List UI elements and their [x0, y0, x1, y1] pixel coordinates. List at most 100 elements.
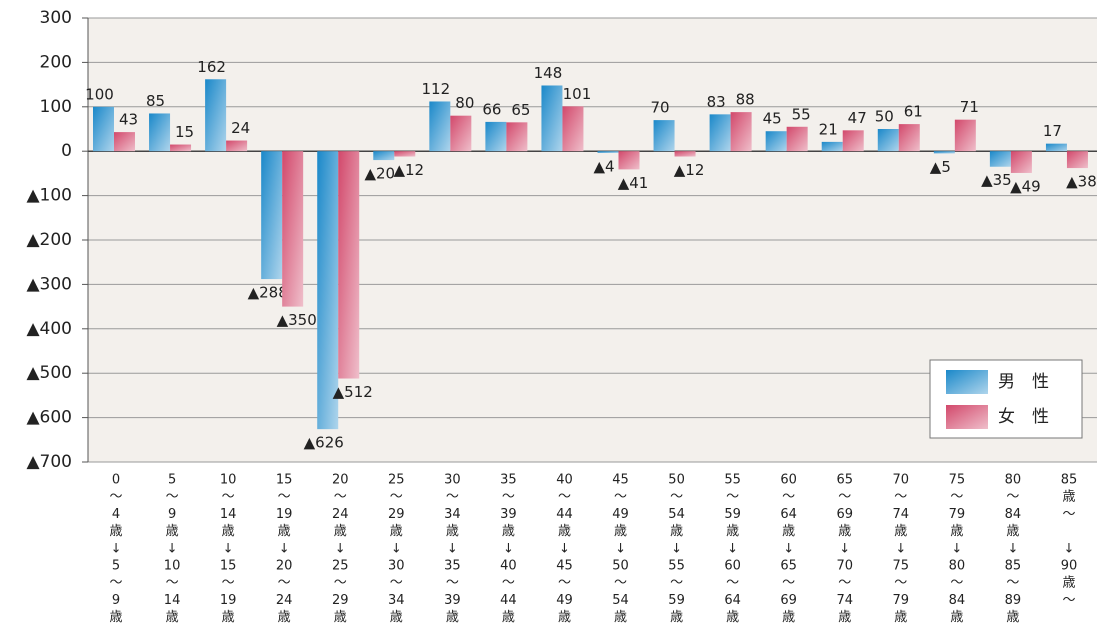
bar: [485, 121, 507, 152]
x-tick-label: 歳: [390, 524, 403, 539]
y-tick-label: ▲500: [26, 363, 72, 383]
x-tick-label: ～: [110, 490, 123, 505]
x-tick-label: 60: [780, 473, 797, 488]
x-tick-label: 歳: [166, 524, 179, 539]
x-tick-label: 44: [556, 507, 573, 522]
x-tick-label: ～: [390, 490, 403, 505]
legend: 男 性女 性: [929, 359, 1083, 439]
bar: [709, 114, 731, 152]
x-tick-label: 54: [668, 507, 685, 522]
data-label: 88: [736, 91, 755, 109]
x-tick-label: 歳: [110, 610, 123, 625]
x-tick-label: ～: [726, 576, 739, 591]
bar: [226, 140, 248, 152]
x-tick-label: 55: [668, 559, 685, 574]
bar: [674, 151, 696, 157]
data-label: ▲626: [304, 434, 344, 452]
x-tick-label: 歳: [1006, 610, 1019, 625]
x-tick-label: 30: [444, 473, 461, 488]
x-tick-label: ↓: [559, 541, 570, 556]
x-tick-label: 歳: [558, 524, 571, 539]
x-tick-label: 5: [168, 473, 176, 488]
x-tick-label: 59: [724, 507, 741, 522]
x-tick-label: 89: [1005, 593, 1022, 608]
x-tick-label: ～: [334, 576, 347, 591]
x-tick-label: 85: [1005, 559, 1022, 574]
x-tick-label: 歳: [222, 610, 235, 625]
bar: [317, 151, 339, 430]
bar: [394, 151, 416, 157]
x-tick-label: ↓: [1007, 541, 1018, 556]
data-label: 65: [511, 101, 530, 119]
x-tick-label: 29: [388, 507, 405, 522]
data-label: 71: [960, 98, 979, 116]
x-tick-label: 80: [949, 559, 966, 574]
legend-swatch: [946, 405, 988, 429]
x-tick-label: ～: [950, 576, 963, 591]
x-tick-label: ～: [894, 576, 907, 591]
x-tick-label: ～: [782, 490, 795, 505]
x-tick-label: 歳: [670, 524, 683, 539]
x-tick-label: ～: [1006, 576, 1019, 591]
x-tick-label: 39: [444, 593, 461, 608]
x-tick-label: 45: [612, 473, 629, 488]
data-label: ▲35: [981, 171, 1012, 189]
x-tick-label: ↓: [111, 541, 122, 556]
x-tick-label: 4: [112, 507, 120, 522]
x-tick-label: ↓: [839, 541, 850, 556]
x-tick-label: 歳: [334, 610, 347, 625]
x-tick-label: 歳: [502, 610, 515, 625]
bar: [933, 151, 955, 154]
bar: [989, 151, 1011, 167]
data-label: ▲512: [333, 383, 373, 401]
x-tick-label: 24: [276, 593, 293, 608]
x-tick-label: ↓: [951, 541, 962, 556]
x-tick-label: 10: [220, 473, 237, 488]
x-tick-label: ～: [558, 490, 571, 505]
x-tick-label: 歳: [782, 524, 795, 539]
bar: [338, 151, 360, 379]
x-tick-label: 65: [836, 473, 853, 488]
y-tick-label: ▲700: [26, 452, 72, 472]
x-tick-label: 74: [836, 593, 853, 608]
legend-label: 男 性: [998, 372, 1049, 392]
data-label: ▲5: [930, 158, 951, 176]
bar: [842, 130, 864, 152]
x-tick-label: 55: [724, 473, 741, 488]
x-tick-label: 歳: [726, 610, 739, 625]
x-tick-label: ～: [894, 490, 907, 505]
x-tick-label: 59: [668, 593, 685, 608]
data-label: 85: [146, 92, 165, 110]
data-label: ▲350: [277, 311, 317, 329]
bar: [373, 151, 395, 161]
x-tick-label: 90: [1061, 559, 1078, 574]
x-tick-label: 40: [556, 473, 573, 488]
data-label: 148: [534, 64, 563, 82]
x-tick-label: 34: [388, 593, 405, 608]
x-tick-label: ↓: [447, 541, 458, 556]
x-tick-label: 歳: [894, 610, 907, 625]
y-tick-label: ▲300: [26, 274, 72, 294]
x-tick-label: 14: [164, 593, 181, 608]
x-tick-label: 79: [893, 593, 910, 608]
x-tick-label: 歳: [558, 610, 571, 625]
x-tick-label: 30: [388, 559, 405, 574]
legend-swatch: [946, 370, 988, 394]
x-tick-label: 歳: [614, 524, 627, 539]
data-label: ▲41: [618, 174, 649, 192]
data-label: 43: [119, 111, 138, 129]
x-tick-label: ～: [502, 576, 515, 591]
bar: [765, 131, 787, 152]
y-tick-label: 100: [40, 97, 72, 117]
x-tick-label: 歳: [838, 524, 851, 539]
x-tick-label: 歳: [1062, 490, 1075, 505]
y-tick-label: 300: [40, 8, 72, 28]
x-tick-label: 25: [388, 473, 405, 488]
x-tick-label: 歳: [278, 524, 291, 539]
x-tick-label: 0: [112, 473, 120, 488]
x-tick-label: 50: [668, 473, 685, 488]
data-label: 17: [1043, 122, 1062, 140]
bar: [730, 112, 752, 152]
data-label: ▲12: [674, 161, 705, 179]
